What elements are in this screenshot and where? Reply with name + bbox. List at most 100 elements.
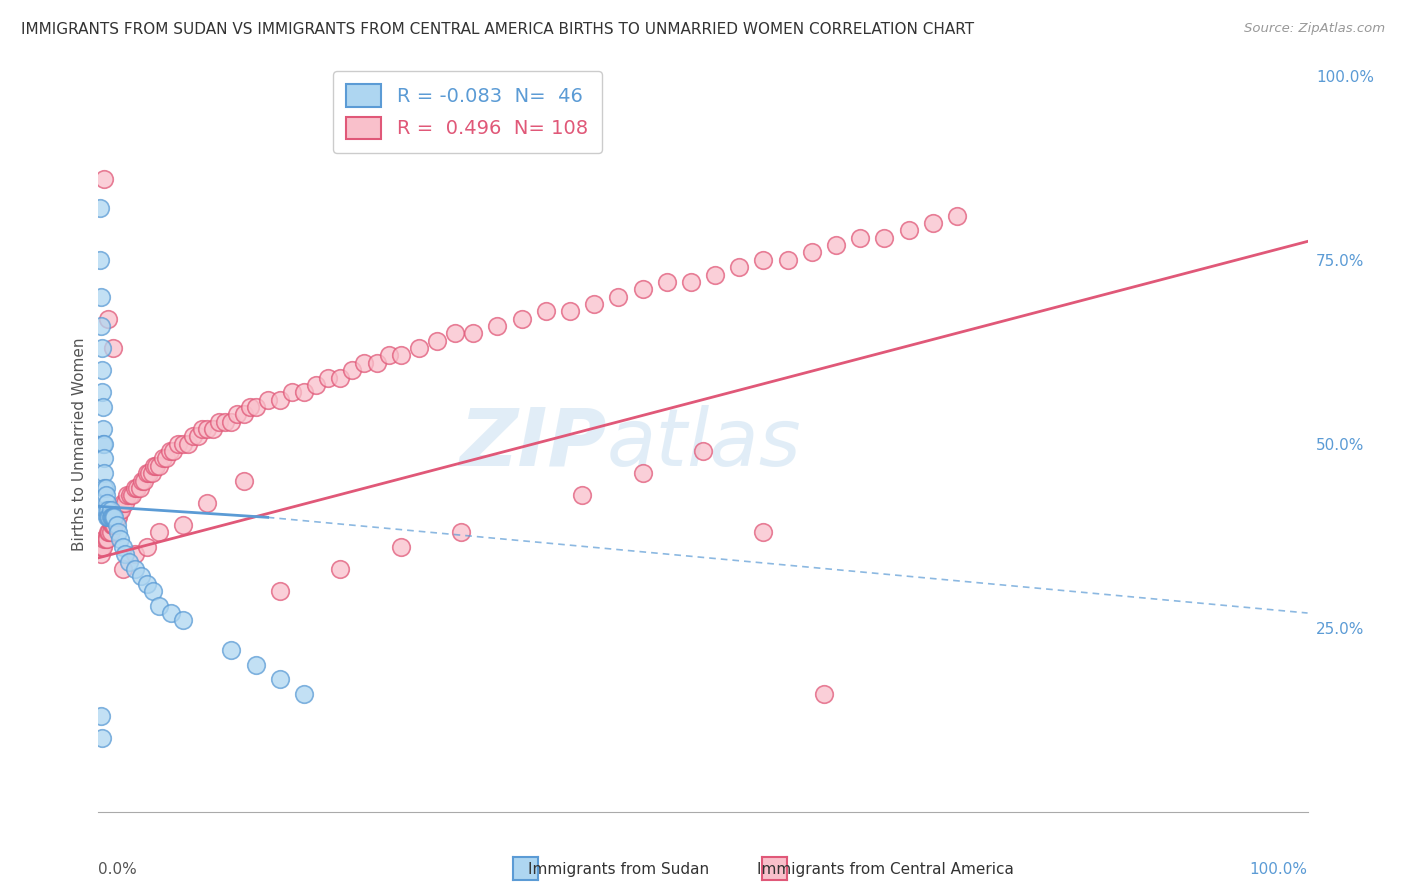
Point bbox=[100, 510, 122, 524]
Point bbox=[329, 562, 352, 576]
Point bbox=[342, 363, 364, 377]
Point bbox=[159, 444, 181, 458]
Point bbox=[91, 436, 114, 450]
Point bbox=[141, 466, 163, 480]
Point bbox=[704, 268, 727, 282]
Point bbox=[292, 385, 315, 400]
Point bbox=[377, 348, 399, 362]
Point bbox=[160, 606, 183, 620]
Point bbox=[121, 488, 143, 502]
Point bbox=[245, 657, 267, 672]
Point bbox=[128, 481, 150, 495]
Point bbox=[101, 341, 124, 355]
Point bbox=[105, 510, 128, 524]
Point bbox=[921, 216, 943, 230]
Point bbox=[96, 496, 118, 510]
Point bbox=[91, 363, 114, 377]
Point bbox=[232, 474, 254, 488]
Point bbox=[111, 540, 134, 554]
Point bbox=[152, 451, 174, 466]
Point bbox=[305, 378, 328, 392]
Point bbox=[93, 171, 115, 186]
Point bbox=[269, 673, 291, 687]
Point bbox=[91, 540, 114, 554]
Point bbox=[90, 709, 112, 723]
Point bbox=[91, 341, 114, 355]
Point bbox=[117, 488, 139, 502]
Point bbox=[111, 496, 134, 510]
Text: IMMIGRANTS FROM SUDAN VS IMMIGRANTS FROM CENTRAL AMERICA BIRTHS TO UNMARRIED WOM: IMMIGRANTS FROM SUDAN VS IMMIGRANTS FROM… bbox=[21, 22, 974, 37]
Point bbox=[558, 304, 581, 318]
Point bbox=[232, 407, 254, 421]
Point bbox=[89, 252, 111, 267]
Point bbox=[96, 533, 118, 547]
Point bbox=[93, 481, 115, 495]
Point bbox=[97, 524, 120, 539]
Point bbox=[239, 400, 262, 414]
Point bbox=[221, 415, 243, 429]
Point bbox=[103, 517, 125, 532]
Point bbox=[366, 356, 388, 370]
Point bbox=[849, 230, 872, 244]
Point bbox=[800, 245, 823, 260]
Point bbox=[389, 540, 412, 554]
Point bbox=[131, 474, 153, 488]
Point bbox=[104, 510, 127, 524]
Point bbox=[155, 451, 177, 466]
Point bbox=[172, 436, 194, 450]
Point bbox=[91, 540, 114, 554]
Point bbox=[534, 304, 557, 318]
Point bbox=[98, 510, 121, 524]
Point bbox=[129, 569, 152, 583]
Point bbox=[135, 576, 157, 591]
Point bbox=[281, 385, 304, 400]
Point bbox=[91, 400, 114, 414]
Point bbox=[389, 348, 412, 362]
Point bbox=[873, 230, 896, 244]
Point bbox=[450, 524, 472, 539]
Point bbox=[89, 202, 111, 216]
Point bbox=[124, 562, 146, 576]
Point bbox=[105, 517, 128, 532]
Point bbox=[195, 496, 218, 510]
Point bbox=[329, 370, 352, 384]
Text: ZIP: ZIP bbox=[458, 405, 606, 483]
Point bbox=[91, 731, 114, 746]
Point bbox=[94, 533, 117, 547]
Point bbox=[108, 533, 131, 547]
Point bbox=[162, 444, 184, 458]
Point bbox=[728, 260, 751, 275]
Point bbox=[101, 510, 124, 524]
Point bbox=[107, 524, 129, 539]
Point bbox=[177, 436, 200, 450]
Point bbox=[100, 503, 122, 517]
Point bbox=[269, 584, 291, 599]
Point bbox=[221, 642, 243, 657]
Point bbox=[813, 687, 835, 701]
Point bbox=[101, 517, 124, 532]
Point bbox=[100, 510, 122, 524]
Point bbox=[444, 326, 467, 341]
Point bbox=[100, 517, 122, 532]
Point bbox=[510, 311, 533, 326]
Point bbox=[124, 481, 146, 495]
Point bbox=[172, 517, 194, 532]
Point bbox=[148, 524, 170, 539]
Point bbox=[142, 584, 165, 599]
Point bbox=[655, 275, 678, 289]
Point bbox=[134, 474, 156, 488]
Point bbox=[97, 510, 120, 524]
Point bbox=[110, 503, 132, 517]
Point bbox=[90, 289, 112, 303]
Point bbox=[148, 458, 170, 473]
Point bbox=[679, 275, 702, 289]
Point bbox=[172, 614, 194, 628]
Point bbox=[93, 451, 115, 466]
Point bbox=[187, 429, 209, 443]
Point bbox=[93, 436, 115, 450]
Point bbox=[111, 562, 134, 576]
Point bbox=[752, 252, 775, 267]
Point bbox=[316, 370, 339, 384]
Point bbox=[93, 466, 115, 480]
Point bbox=[107, 510, 129, 524]
